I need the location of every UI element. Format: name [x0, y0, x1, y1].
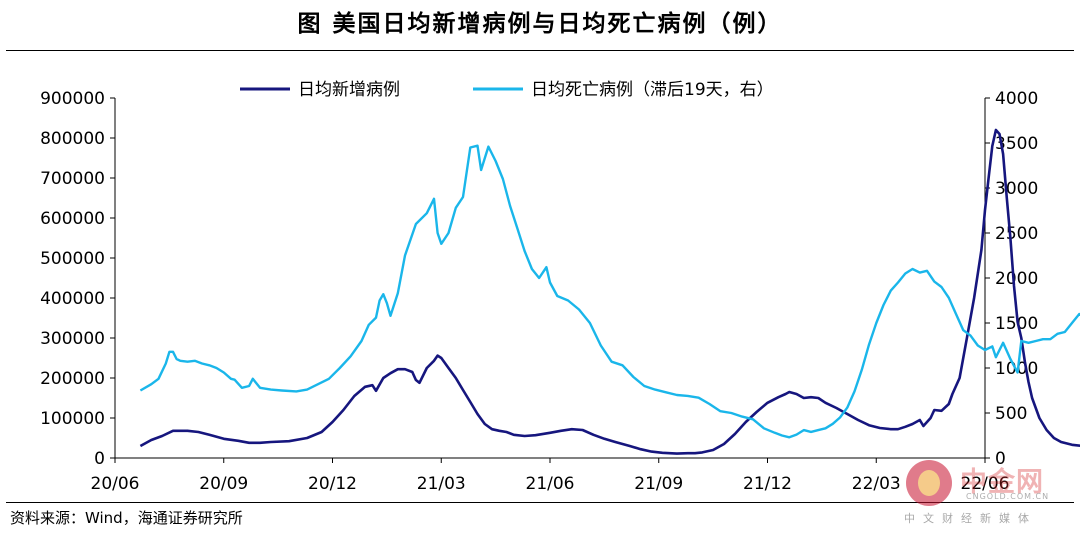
series-lines: [139, 128, 1080, 455]
left-tick-label: 500000: [40, 249, 105, 269]
legend-label-2: 日均死亡病例（滞后19天，右）: [531, 80, 774, 100]
title-rule: [6, 50, 1074, 51]
legend: 日均新增病例 日均死亡病例（滞后19天，右）: [240, 80, 774, 100]
tick-labels: 0 100000 200000 300000 400000 500000 600000 700…: [40, 89, 1038, 494]
left-tick-label: 100000: [40, 409, 105, 429]
right-tick-label: 500: [995, 404, 1027, 424]
x-tick-label: 21/03: [417, 474, 466, 494]
right-tick-label: 4000: [995, 89, 1038, 109]
watermark-tagline: 中文财经新媒体: [904, 512, 1037, 525]
x-tick-label: 20/06: [91, 474, 140, 494]
left-tick-label: 0: [94, 449, 105, 469]
right-tick-label: 3000: [995, 179, 1038, 199]
axes: [110, 97, 990, 463]
watermark: 中金网 CNGOLD.COM.CN 中文财经新媒体: [904, 458, 1066, 528]
x-tick-label: 20/09: [199, 474, 248, 494]
right-tick-label: 2500: [995, 224, 1038, 244]
left-tick-label: 700000: [40, 169, 105, 189]
source-note: 资料来源：Wind，海通证券研究所: [10, 509, 243, 527]
x-tick-label: 22/03: [852, 474, 901, 494]
left-tick-label: 800000: [40, 129, 105, 149]
chart: 0 100000 200000 300000 400000 500000 600000 700…: [40, 80, 1080, 494]
left-tick-label: 600000: [40, 209, 105, 229]
right-tick-label: 3500: [995, 134, 1038, 154]
x-tick-label: 22/06: [961, 474, 1010, 494]
x-tick-label: 21/06: [526, 474, 575, 494]
watermark-url: CNGOLD.COM.CN: [966, 492, 1050, 501]
right-tick-label: 2000: [995, 269, 1038, 289]
left-tick-label: 300000: [40, 329, 105, 349]
x-tick-label: 21/12: [743, 474, 792, 494]
left-tick-label: 200000: [40, 369, 105, 389]
chart-title: 图 美国日均新增病例与日均死亡病例（例）: [297, 11, 783, 37]
legend-label-1: 日均新增病例: [298, 80, 400, 100]
x-tick-label: 20/12: [308, 474, 357, 494]
right-tick-label: 0: [995, 449, 1006, 469]
left-tick-label: 900000: [40, 89, 105, 109]
series-line-2: [139, 144, 1080, 439]
right-tick-label: 1500: [995, 314, 1038, 334]
watermark-name: 中金网: [960, 467, 1044, 498]
x-tick-label: 21/09: [634, 474, 683, 494]
left-tick-label: 400000: [40, 289, 105, 309]
watermark-logo-icon: [906, 460, 952, 506]
series-line-1: [139, 128, 1080, 455]
source-rule: [6, 502, 1074, 503]
